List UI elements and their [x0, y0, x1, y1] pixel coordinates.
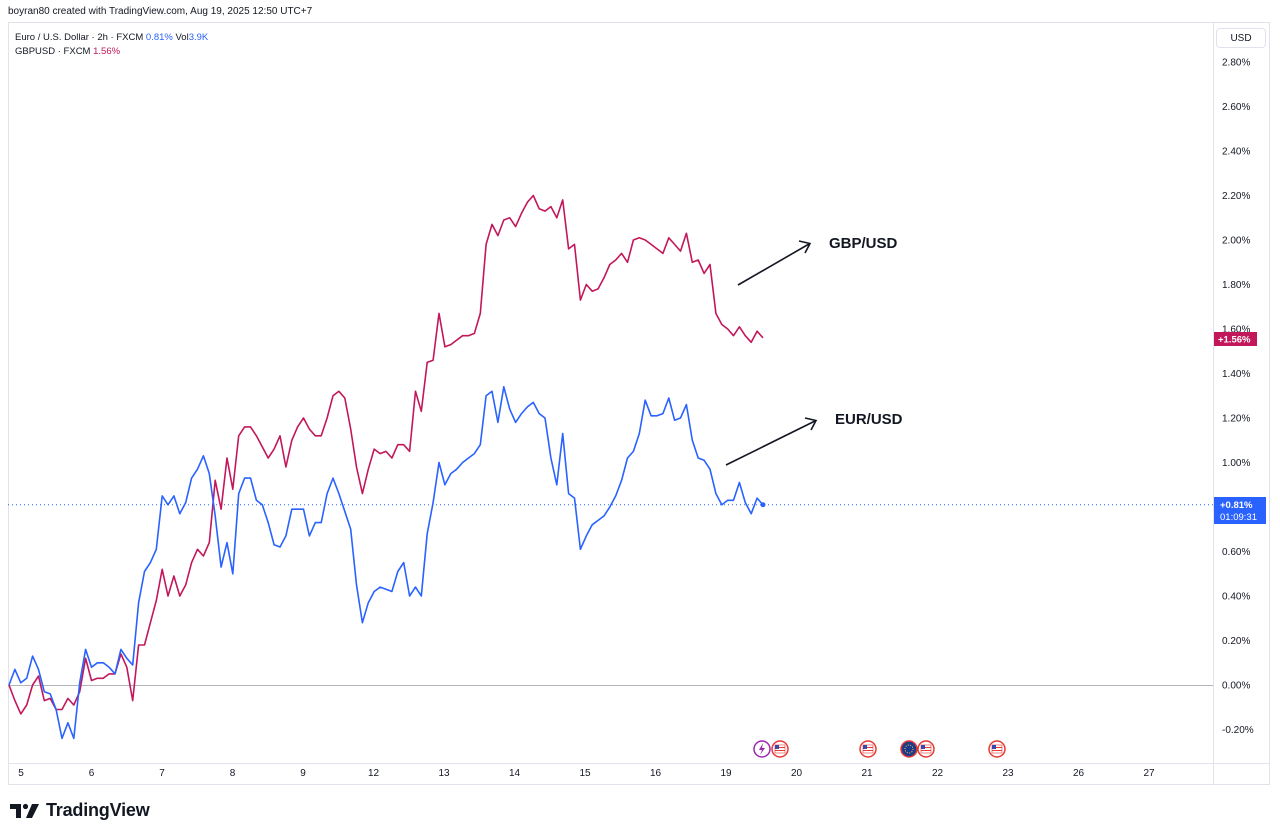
y-tick-label: 1.60% [1222, 325, 1250, 336]
y-tick-label: 0.40% [1222, 592, 1250, 603]
eur-arrow-head [804, 417, 818, 431]
gbp-arrow-shaft [737, 243, 810, 286]
legend-gbp-name: GBPUSD · FXCM [15, 46, 91, 57]
gbp-last-value-badge[interactable]: +1.56% [1214, 332, 1257, 346]
y-tick-label: 1.20% [1222, 414, 1250, 425]
legend[interactable]: Euro / U.S. Dollar · 2h · FXCM 0.81% Vol… [15, 31, 208, 59]
legend-gbp-change: 1.56% [93, 46, 121, 57]
eu-flag-stars [904, 744, 914, 754]
chart-credit: boyran80 created with TradingView.com, A… [8, 6, 313, 17]
eur-annotation-label: EUR/USD [835, 411, 903, 428]
y-tick-label: 1.80% [1222, 280, 1250, 291]
x-tick-label: 13 [438, 768, 450, 779]
y-tick-label: 2.20% [1222, 191, 1250, 202]
y-tick-label: -0.20% [1222, 725, 1254, 736]
legend-vol-label: Vol [175, 32, 189, 43]
eur-badge-bg [1214, 497, 1266, 524]
lightning-icon[interactable] [753, 740, 771, 758]
eur-annotation[interactable]: EUR/USD [725, 411, 903, 466]
x-axis[interactable]: 5 6 7 8 9 12 13 14 15 16 19 20 21 22 23 26 27 [18, 768, 1155, 779]
x-tick-label: 19 [720, 768, 732, 779]
eur-badge-countdown: 01:09:31 [1220, 512, 1257, 523]
legend-vol-value: 3.9K [188, 32, 209, 43]
legend-eur-name: Euro / U.S. Dollar · 2h · FXCM [15, 32, 144, 43]
logo-dot [22, 803, 29, 809]
y-tick-label: 0.00% [1222, 681, 1250, 692]
x-tick-label: 23 [1002, 768, 1014, 779]
y-tick-label: 2.80% [1222, 58, 1250, 69]
us-flag-icon[interactable] [771, 740, 789, 758]
eur-last-value-badge[interactable]: +0.81% 01:09:31 [1214, 497, 1266, 524]
us-flag-icon[interactable] [859, 740, 877, 758]
gbp-badge-bg [1214, 332, 1257, 346]
eur-arrow-shaft [725, 420, 816, 466]
us-flag-canton [921, 745, 925, 749]
eurusd-line[interactable] [8, 385, 764, 740]
y-tick-label: 1.40% [1222, 369, 1250, 380]
x-tick-label: 14 [509, 768, 521, 779]
y-axis[interactable]: 2.80% 2.60% 2.40% 2.20% 2.00% 1.80% 1.60% 1.40%… [1222, 58, 1254, 737]
y-tick-label: 0.60% [1222, 547, 1250, 558]
logo-slash [26, 803, 39, 818]
x-tick-label: 7 [159, 768, 165, 779]
x-tick-label: 16 [650, 768, 662, 779]
x-tick-label: 12 [368, 768, 380, 779]
x-tick-label: 20 [791, 768, 803, 779]
x-tick-label: 22 [932, 768, 944, 779]
y-tick-label: 2.60% [1222, 102, 1250, 113]
tradingview-logo-icon [10, 803, 39, 818]
event-icons[interactable] [753, 740, 1006, 758]
y-tick-label: 2.00% [1222, 236, 1250, 247]
gbp-annotation[interactable]: GBP/USD [737, 235, 898, 286]
x-tick-label: 6 [89, 768, 95, 779]
us-flag-icon[interactable] [988, 740, 1006, 758]
x-tick-label: 5 [18, 768, 24, 779]
legend-row-eurusd[interactable]: Euro / U.S. Dollar · 2h · FXCM 0.81% Vol… [15, 31, 208, 45]
gbp-arrow-head [798, 240, 812, 254]
y-tick-label: 1.00% [1222, 458, 1250, 469]
lightning-icon-bolt [759, 743, 765, 755]
y-tick-label: 2.40% [1222, 147, 1250, 158]
us-flag-canton [992, 745, 996, 749]
x-tick-label: 27 [1143, 768, 1155, 779]
x-tick-label: 26 [1073, 768, 1085, 779]
tradingview-logo[interactable]: TradingView [10, 800, 150, 821]
us-flag-canton [775, 745, 779, 749]
currency-unit-button[interactable]: USD [1216, 28, 1266, 48]
gbp-annotation-label: GBP/USD [829, 235, 898, 252]
y-tick-label: 0.20% [1222, 636, 1250, 647]
x-tick-label: 8 [230, 768, 236, 779]
legend-eur-change: 0.81% [145, 32, 173, 43]
series-layer[interactable] [8, 194, 766, 740]
gbpusd-line[interactable] [8, 194, 764, 715]
x-tick-label: 21 [861, 768, 873, 779]
eur-badge-label: +0.81% [1220, 500, 1253, 511]
eu-flag-icon[interactable] [900, 740, 918, 758]
gbp-badge-label: +1.56% [1218, 335, 1251, 346]
legend-row-gbpusd[interactable]: GBPUSD · FXCM 1.56% [15, 45, 208, 59]
eurusd-last-point [760, 502, 766, 508]
chart-frame [8, 22, 1270, 785]
tradingview-wordmark: TradingView [46, 800, 150, 820]
us-flag-icon[interactable] [917, 740, 935, 758]
logo-t-shape [10, 803, 21, 818]
us-flag-canton [863, 745, 867, 749]
eu-flag-circle [900, 740, 918, 758]
x-tick-label: 15 [579, 768, 591, 779]
x-tick-label: 9 [300, 768, 306, 779]
